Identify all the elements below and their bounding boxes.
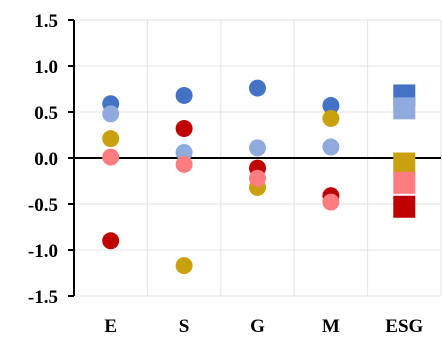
data-points (102, 79, 416, 275)
data-point (322, 193, 340, 211)
data-point-square (393, 195, 416, 218)
x-tick-label: S (179, 316, 190, 337)
x-tick-labels: E S G M ESG (104, 316, 423, 337)
data-point (322, 97, 340, 115)
data-point (102, 105, 120, 123)
data-point (322, 138, 340, 156)
x-tick-label: ESG (385, 316, 423, 337)
data-point (249, 79, 266, 97)
data-point (175, 143, 193, 161)
axes (68, 19, 441, 297)
data-point (175, 120, 193, 138)
y-tick-label: 1.5 (34, 11, 58, 32)
data-point-square (393, 97, 416, 120)
data-point (175, 155, 193, 173)
x-tick-label: G (250, 316, 265, 337)
y-tick-label: -0.5 (28, 195, 58, 216)
y-tick-labels: 1.5 1.0 0.5 0.0 -0.5 -1.0 -1.5 (28, 11, 58, 308)
y-tick-label: 0.0 (34, 149, 58, 170)
y-tick-label: 0.5 (34, 103, 58, 124)
y-tick-label: -1.0 (28, 241, 58, 262)
data-point-square (393, 152, 416, 175)
data-point (175, 86, 193, 104)
data-point (102, 148, 120, 166)
data-point-square (393, 171, 416, 194)
data-point (249, 139, 266, 157)
data-point (102, 232, 120, 250)
data-point (175, 257, 193, 275)
x-tick-label: M (322, 316, 340, 337)
data-point (249, 169, 266, 187)
y-tick-label: -1.5 (28, 287, 58, 308)
x-tick-label: E (104, 316, 117, 337)
data-point (102, 130, 120, 148)
y-tick-label: 1.0 (34, 57, 58, 78)
data-point (322, 109, 340, 127)
